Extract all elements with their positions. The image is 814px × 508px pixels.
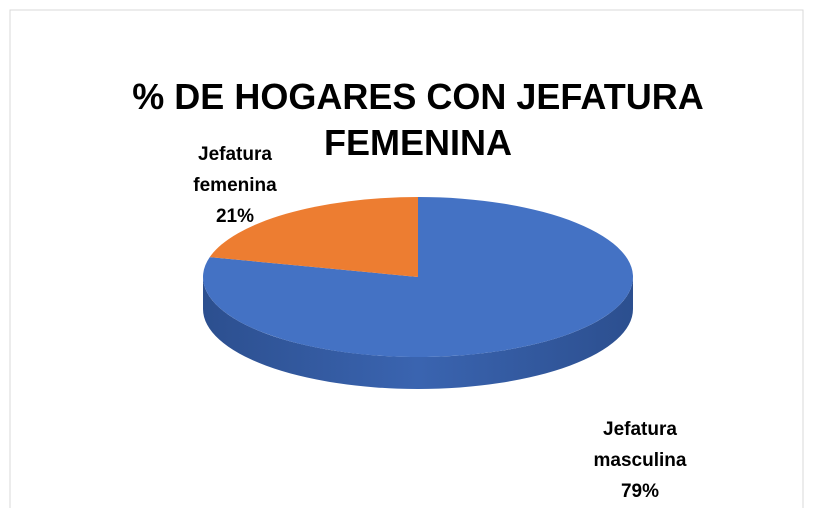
slice [203, 197, 634, 357]
slice-label-value: 79% [620, 481, 660, 502]
slice-label-category: Jefatura femenina [193, 144, 277, 196]
slice-label-value: 21% [215, 206, 255, 227]
slice-label-category: Jefatura masculina [593, 419, 687, 471]
chart-title: % DE HOGARES CON JEFATURA FEMENINA [132, 76, 704, 163]
slice-label: Jefatura femenina 21% [160, 139, 310, 232]
chart-border [9, 9, 804, 508]
slice-side [203, 277, 633, 389]
slice-label: Jefatura masculina 79% [565, 414, 715, 507]
slice [209, 197, 418, 277]
